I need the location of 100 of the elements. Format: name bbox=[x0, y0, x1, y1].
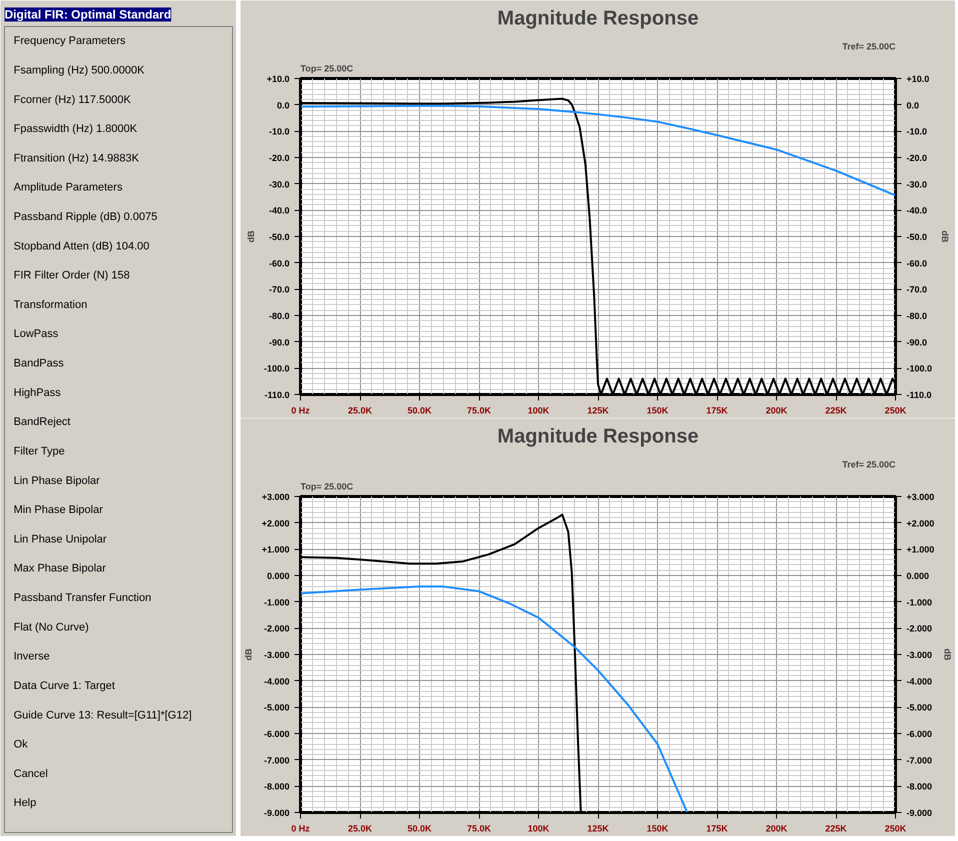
y2-tick-label: -30.0 bbox=[906, 179, 928, 190]
x-tick-label: 225K bbox=[825, 406, 848, 416]
x-tick-label: 75.0K bbox=[466, 406, 492, 416]
text: Min Phase Bipolar bbox=[14, 504, 104, 516]
y-tick-label: 0.000 bbox=[266, 571, 290, 581]
text: Fcorner (Hz) 117.5000K bbox=[14, 94, 132, 106]
text: Cancel bbox=[14, 768, 48, 780]
y-tick-label: 0.0 bbox=[276, 100, 290, 110]
y-tick-label: -4.000 bbox=[264, 676, 290, 686]
x-tick-label: 0 Hz bbox=[291, 824, 310, 834]
text: FIR Filter Order (N) 158 bbox=[14, 270, 130, 282]
text: Flat (No Curve) bbox=[14, 621, 89, 634]
x-tick-label: 200K bbox=[766, 406, 788, 416]
text: Data Curve 1: Target bbox=[14, 680, 115, 692]
y2-axis-title: dB bbox=[942, 648, 952, 661]
y-tick-label: -7.000 bbox=[264, 755, 290, 766]
y2-tick-label: -80.0 bbox=[906, 311, 928, 321]
x-tick-label: 100K bbox=[528, 406, 550, 416]
y-tick-label: -8.000 bbox=[264, 782, 290, 792]
y2-tick-label: -10.0 bbox=[906, 126, 928, 137]
y-axis-title: dB bbox=[246, 230, 256, 242]
y-tick-label: -2.000 bbox=[264, 624, 290, 634]
y2-tick-label: -60.0 bbox=[906, 258, 928, 268]
x-tick-label: 0 Hz bbox=[291, 406, 310, 416]
x-tick-label: 75.0K bbox=[466, 824, 492, 834]
y2-tick-label: 0.0 bbox=[906, 100, 920, 110]
y2-tick-label: -5.000 bbox=[906, 702, 932, 713]
text: Top= 25.00C bbox=[300, 64, 354, 74]
text: Lin Phase Unipolar bbox=[14, 533, 107, 546]
y-tick-label: -6.000 bbox=[264, 729, 290, 739]
y-tick-label: -40.0 bbox=[268, 206, 290, 216]
y-tick-label: -20.0 bbox=[268, 153, 290, 163]
text: BandReject bbox=[14, 416, 70, 428]
y-tick-label: -30.0 bbox=[268, 179, 290, 190]
text: Help bbox=[14, 797, 36, 810]
y2-tick-label: -100.0 bbox=[906, 364, 932, 374]
chart-title: Magnitude Response bbox=[497, 8, 699, 30]
text: Lin Phase Bipolar bbox=[14, 474, 100, 487]
y2-tick-label: +10.0 bbox=[906, 74, 930, 84]
x-tick-label: 175K bbox=[706, 824, 728, 834]
y2-tick-label: -110.0 bbox=[906, 390, 932, 400]
x-tick-label: 50.0K bbox=[407, 406, 432, 416]
x-tick-label: 225K bbox=[825, 824, 848, 834]
text: Ftransition (Hz) 14.9883K bbox=[14, 152, 140, 164]
line-series bbox=[300, 586, 688, 812]
text: Filter Type bbox=[14, 445, 65, 458]
y-tick-label: -90.0 bbox=[268, 337, 290, 348]
y2-tick-label: +2.000 bbox=[906, 518, 934, 528]
x-tick-label: 50.0K bbox=[407, 824, 432, 834]
y2-tick-label: -8.000 bbox=[906, 782, 932, 792]
y2-tick-label: -1.000 bbox=[906, 597, 932, 608]
x-tick-label: 150K bbox=[646, 406, 669, 416]
text: Inverse bbox=[14, 650, 50, 663]
text: Tref= 25.00C bbox=[842, 460, 896, 470]
x-tick-label: 125K bbox=[587, 406, 610, 416]
x-tick-label: 25.0K bbox=[348, 824, 373, 834]
text: Stopband Atten (dB) 104.00 bbox=[14, 240, 150, 252]
x-tick-label: 250K bbox=[884, 406, 907, 416]
y2-axis-title: dB bbox=[940, 230, 950, 243]
text: HighPass bbox=[14, 386, 62, 399]
y-tick-label: -60.0 bbox=[268, 258, 290, 268]
text: Fpasswidth (Hz) 1.8000K bbox=[14, 123, 138, 136]
y2-tick-label: -9.000 bbox=[906, 808, 932, 818]
y2-tick-label: -4.000 bbox=[906, 676, 932, 686]
y2-tick-label: -50.0 bbox=[906, 232, 928, 242]
text: BandPass bbox=[14, 358, 64, 370]
y2-tick-label: -20.0 bbox=[906, 153, 928, 163]
text: Max Phase Bipolar bbox=[14, 562, 106, 575]
y-tick-label: -10.0 bbox=[268, 126, 290, 137]
y2-tick-label: +3.000 bbox=[906, 492, 934, 502]
y-tick-label: +10.0 bbox=[266, 74, 290, 84]
text: Fsampling (Hz) 500.0000K bbox=[14, 64, 146, 76]
y-tick-label: -80.0 bbox=[268, 311, 290, 321]
x-tick-label: 150K bbox=[646, 824, 669, 834]
y2-tick-label: -7.000 bbox=[906, 755, 932, 766]
text: Frequency Parameters bbox=[14, 35, 126, 48]
text: LowPass bbox=[14, 328, 59, 340]
text: Passband Transfer Function bbox=[14, 592, 152, 604]
text: Top= 25.00C bbox=[300, 482, 354, 492]
y-tick-label: -1.000 bbox=[264, 597, 290, 608]
y-tick-label: -50.0 bbox=[268, 232, 290, 242]
y-tick-label: -9.000 bbox=[264, 808, 290, 818]
y2-tick-label: -6.000 bbox=[906, 729, 932, 739]
text: Tref= 25.00C bbox=[842, 42, 896, 52]
y-tick-label: +3.000 bbox=[262, 492, 290, 502]
x-tick-label: 125K bbox=[587, 824, 610, 834]
y-axis-title: dB bbox=[244, 648, 254, 660]
x-tick-label: 175K bbox=[706, 406, 728, 416]
x-tick-label: 250K bbox=[884, 824, 907, 834]
y2-tick-label: 0.000 bbox=[906, 571, 930, 581]
y-tick-label: -5.000 bbox=[264, 702, 290, 713]
y-tick-label: -3.000 bbox=[264, 650, 290, 660]
y-tick-label: +2.000 bbox=[262, 518, 290, 528]
text: Digital FIR: Optimal Standard bbox=[4, 8, 172, 22]
text: Amplitude Parameters bbox=[14, 182, 123, 194]
y-tick-label: -100.0 bbox=[264, 364, 290, 374]
y2-tick-label: +1.000 bbox=[906, 544, 934, 555]
text: Guide Curve 13: Result=[G11]*[G12] bbox=[14, 709, 192, 722]
y2-tick-label: -70.0 bbox=[906, 284, 928, 295]
x-tick-label: 100K bbox=[528, 824, 550, 834]
